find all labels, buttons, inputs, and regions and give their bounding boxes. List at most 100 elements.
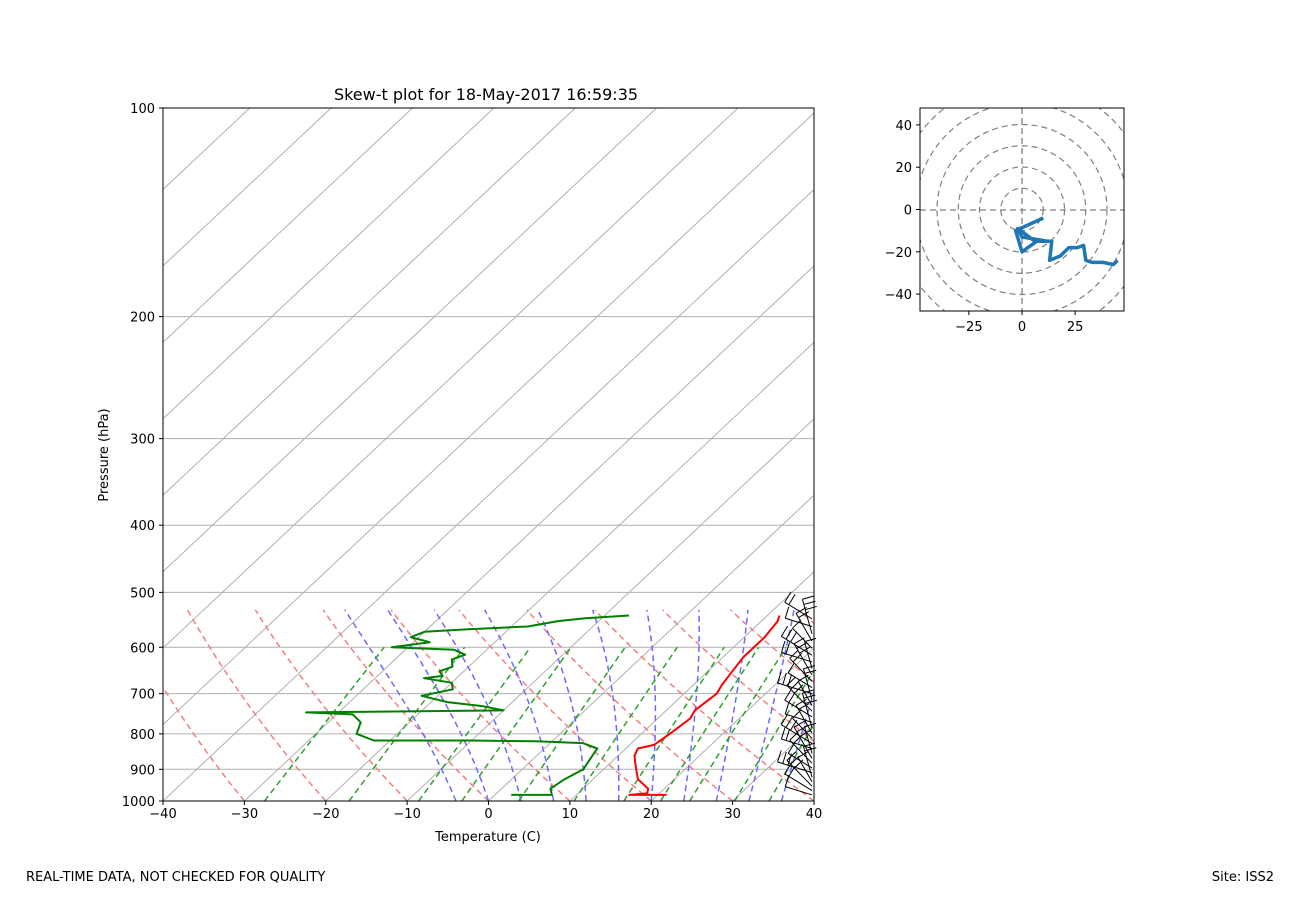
y-tick-label: 600 — [130, 641, 155, 656]
dry-adiabat-line — [797, 609, 814, 625]
y-tick-label: 900 — [130, 763, 155, 778]
y-tick-label: 100 — [130, 102, 155, 117]
moist-adiabat-line — [537, 609, 587, 801]
x-tick-label: 40 — [806, 807, 823, 822]
wind-barb-flag — [782, 672, 787, 685]
x-axis-label: Temperature (C) — [434, 830, 541, 845]
y-tick-label: 1000 — [122, 795, 155, 810]
wind-barb-staff — [787, 672, 813, 688]
wind-barb-flag — [785, 642, 791, 655]
wind-barb-staff — [793, 726, 813, 759]
hodograph-chart: −25 0 25 40 20 0 −20 −40 — [885, 107, 1125, 335]
dry-adiabat-line — [526, 609, 734, 801]
wind-barb-flag — [784, 689, 792, 701]
y-tick-label: 700 — [130, 688, 155, 703]
dry-adiabat-line — [866, 610, 1139, 801]
wind-barb-staff — [785, 617, 813, 627]
wind-barb-staff — [795, 613, 813, 642]
wind-barb-flag — [790, 631, 798, 643]
moist-adiabat-line — [344, 609, 457, 801]
wind-barb-staff — [785, 786, 813, 796]
isotherm-line — [163, 108, 739, 649]
wind-barb-flag — [803, 694, 816, 699]
wind-barb-flag — [780, 714, 789, 725]
mixing-ratio-line — [518, 646, 626, 801]
wind-barb-staff — [784, 773, 813, 792]
dry-adiabat-line — [594, 609, 814, 801]
dry-adiabat-lines — [163, 609, 1139, 801]
isotherm-lines — [163, 108, 814, 801]
wind-barb-flag — [785, 728, 791, 741]
moist-adiabat-line — [748, 609, 795, 801]
hodograph-y-tick-label: −20 — [885, 246, 912, 261]
moist-adiabat-line — [780, 688, 814, 801]
wind-barb-flag — [787, 674, 792, 687]
y-tick-label: 500 — [130, 586, 155, 601]
wind-barb-staff — [784, 601, 813, 620]
wind-barb-flag — [777, 750, 782, 763]
wind-barb-staff — [801, 599, 813, 635]
wind-barb-staff — [795, 705, 813, 734]
isotherm-line — [325, 341, 814, 801]
moist-adiabat-line — [646, 609, 657, 801]
wind-barb-staff — [781, 724, 813, 744]
wind-barb-staff — [789, 739, 813, 764]
mixing-ratio-line — [348, 646, 466, 801]
wind-barbs — [777, 591, 817, 796]
wind-barb-staff — [797, 757, 813, 782]
wind-barb-flag — [788, 692, 796, 703]
wind-barb-flag — [784, 591, 792, 603]
hodograph-x-ticks: −25 0 25 — [955, 311, 1083, 335]
wind-barb-staff — [786, 760, 813, 787]
wind-barb-staff — [784, 699, 813, 718]
quality-disclaimer: REAL-TIME DATA, NOT CHECKED FOR QUALITY — [26, 870, 326, 885]
wind-barb-staff — [804, 726, 813, 754]
x-tick-label: 0 — [484, 807, 492, 822]
wind-barb-staff — [792, 627, 813, 649]
wind-barb-flag — [784, 702, 790, 715]
wind-barb-flag — [803, 665, 816, 670]
x-axis-ticks: −40 −30 −20 −10 0 10 20 30 40 — [149, 801, 822, 822]
sounding-profiles — [305, 614, 781, 796]
mixing-ratio-line — [768, 723, 814, 801]
wind-barb-flag — [792, 619, 802, 629]
wind-barb-staff — [777, 761, 813, 774]
mixing-ratio-line — [461, 646, 572, 801]
wind-barb-staff — [785, 713, 813, 723]
y-axis-ticks: 100 200 300 400 500 600 700 800 900 1000 — [122, 102, 163, 810]
mixing-ratio-line — [263, 646, 385, 801]
wind-barb-staff — [787, 752, 813, 769]
isotherm-line — [163, 108, 251, 191]
isotherm-line — [163, 188, 814, 801]
wind-barb-flag — [782, 751, 787, 764]
wind-barb-staff — [786, 685, 813, 712]
moist-adiabat-line — [715, 609, 749, 801]
hodograph-x-tick-label: 0 — [1018, 320, 1026, 335]
dry-adiabat-line — [662, 609, 814, 743]
wind-barb-flag — [777, 671, 782, 684]
wind-barb-flag — [780, 640, 786, 653]
wind-barb-flag — [790, 755, 800, 765]
x-tick-label: 20 — [643, 807, 660, 822]
hodograph-y-tick-label: −40 — [885, 288, 912, 303]
x-tick-label: −10 — [393, 807, 420, 822]
y-axis-label: Pressure (hPa) — [97, 408, 112, 501]
wind-barb-flag — [784, 606, 790, 619]
isotherm-line — [244, 265, 814, 801]
mixing-ratio-line — [573, 646, 678, 801]
y-tick-label: 400 — [130, 519, 155, 534]
x-tick-label: 10 — [562, 807, 579, 822]
wind-barb-staff — [781, 635, 813, 656]
skew-t-plot-area — [163, 108, 1139, 801]
wind-barb-flag — [802, 595, 815, 600]
isotherm-line — [163, 108, 576, 496]
y-tick-label: 300 — [130, 433, 155, 448]
x-tick-label: −20 — [312, 807, 339, 822]
isotherm-line — [406, 418, 814, 801]
temperature-profile-line — [628, 615, 781, 796]
hodograph-y-ticks: 40 20 0 −20 −40 — [885, 119, 920, 303]
dewpoint-profile-line — [305, 614, 630, 796]
wind-barb-flag — [787, 662, 795, 674]
isotherm-line — [163, 108, 495, 420]
